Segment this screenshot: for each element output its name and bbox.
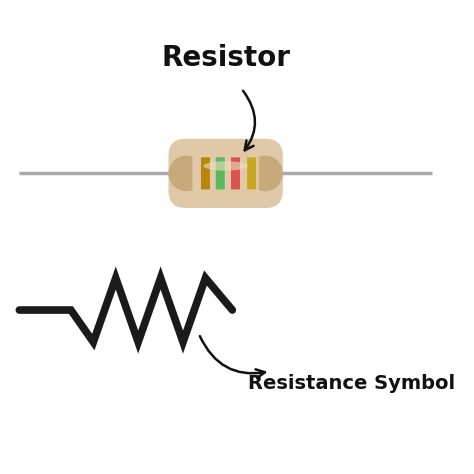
FancyBboxPatch shape <box>201 157 210 190</box>
Ellipse shape <box>168 155 204 191</box>
FancyBboxPatch shape <box>192 155 259 191</box>
Ellipse shape <box>203 161 248 171</box>
FancyBboxPatch shape <box>168 139 283 208</box>
FancyBboxPatch shape <box>247 157 256 190</box>
Ellipse shape <box>247 155 283 191</box>
FancyBboxPatch shape <box>231 157 240 190</box>
Text: Resistance Symbol: Resistance Symbol <box>247 374 455 392</box>
Text: Resistor: Resistor <box>161 44 290 72</box>
FancyBboxPatch shape <box>216 157 225 190</box>
